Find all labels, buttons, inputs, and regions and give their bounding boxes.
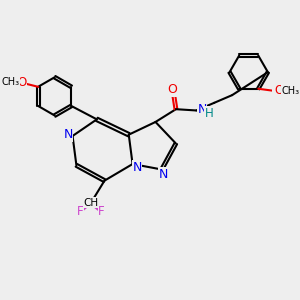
Text: O: O xyxy=(167,83,177,96)
Text: N: N xyxy=(63,128,73,141)
Text: F: F xyxy=(77,205,83,218)
Text: N: N xyxy=(158,168,168,181)
Text: CH₃: CH₃ xyxy=(2,77,20,88)
Text: H: H xyxy=(205,107,214,120)
Text: CH: CH xyxy=(84,198,99,208)
Text: CH₃: CH₃ xyxy=(282,86,300,96)
Text: F: F xyxy=(98,205,105,218)
Text: O: O xyxy=(17,76,26,89)
Text: O: O xyxy=(275,84,284,97)
Text: N: N xyxy=(133,160,142,174)
Text: N: N xyxy=(197,103,207,116)
